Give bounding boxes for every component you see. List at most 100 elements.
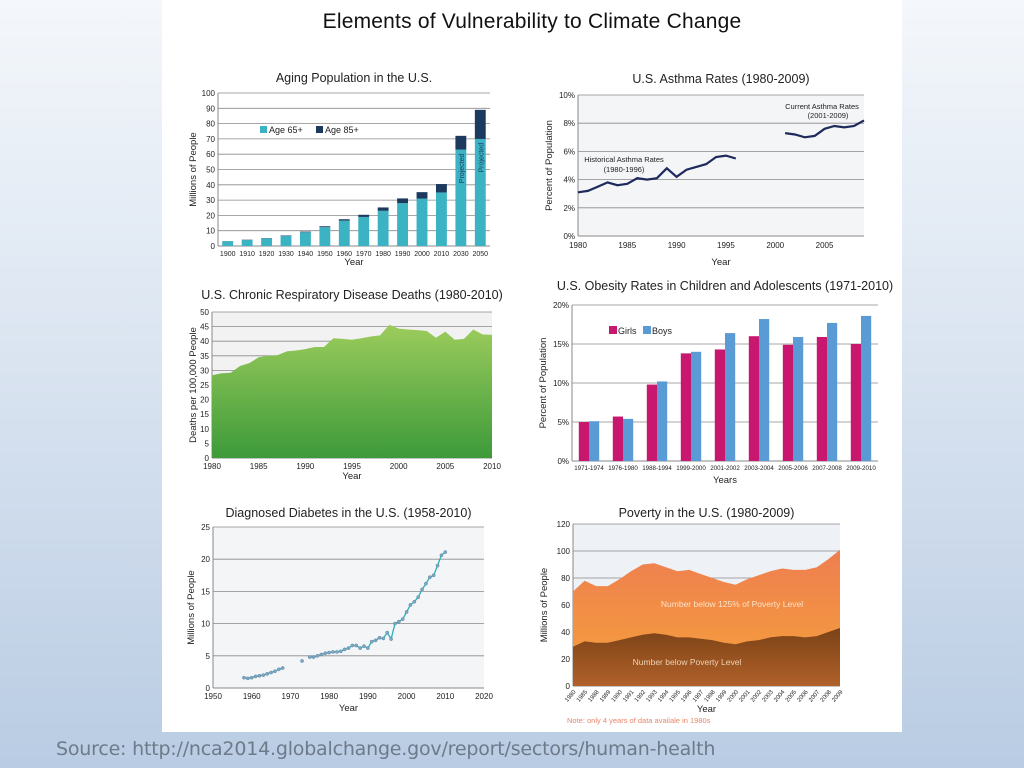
legend-label: Age 65+ [269, 125, 303, 135]
x-tick-label: 1970 [356, 251, 372, 258]
data-point [377, 635, 382, 640]
data-point [389, 637, 393, 641]
y-tick-label: 0 [566, 682, 571, 691]
x-tick-label: 1995 [669, 689, 683, 704]
x-tick-label: 1980 [203, 462, 221, 471]
plot-background [213, 527, 484, 688]
bar-age-65 [319, 227, 331, 246]
y-tick-label: 60 [206, 150, 215, 159]
y-tick-label: 4% [563, 176, 575, 185]
bar-boys [759, 319, 770, 461]
x-tick-label: 2009-2010 [846, 465, 876, 472]
x-tick-label: 1930 [278, 251, 294, 258]
y-tick-label: 10 [206, 227, 215, 236]
data-point [273, 669, 277, 674]
x-tick-label: 1999-2000 [676, 465, 706, 472]
x-tick-label: 2050 [472, 251, 488, 258]
area-label-125: Number below 125% of Poverty Level [661, 599, 803, 609]
x-tick-label: 1998 [704, 689, 718, 704]
bar-age-85 [455, 135, 467, 150]
x-tick-label: 2007-2008 [812, 465, 842, 472]
bar-boys [793, 336, 804, 461]
data-point [327, 650, 331, 655]
y-tick-label: 20 [200, 396, 209, 405]
legend-swatch [260, 126, 267, 133]
data-point [319, 652, 324, 657]
x-tick-label: 2008 [820, 689, 834, 704]
x-tick-label: 1960 [336, 251, 352, 258]
x-tick-label: 2004 [773, 689, 787, 704]
bar-girls [578, 422, 589, 461]
x-axis-label: Year [711, 257, 730, 268]
x-axis-label: Year [344, 257, 363, 268]
y-tick-label: 120 [557, 520, 571, 529]
x-tick-label: 1985 [250, 462, 268, 471]
bar-age-65 [222, 241, 234, 246]
x-tick-label: 1960 [243, 692, 261, 701]
x-tick-label: 2006 [797, 689, 811, 704]
legend-label: Boys [652, 326, 673, 336]
y-tick-label: 20 [561, 655, 570, 664]
bar-age-65 [397, 203, 409, 246]
y-tick-label: 15 [200, 410, 209, 419]
x-axis-label: Year [342, 471, 361, 482]
y-tick-label: 0% [563, 232, 575, 241]
x-tick-label: 1980 [375, 251, 391, 258]
below-poverty-area [573, 628, 840, 686]
x-tick-label: 1976-1980 [608, 465, 638, 472]
y-tick-label: 6% [563, 147, 575, 156]
aging-population-chart: Aging Population in the U.S. 0 10 20 30 40 50 6… [182, 68, 502, 273]
y-tick-label: 10% [553, 379, 569, 388]
data-point [354, 643, 359, 648]
data-point [369, 639, 374, 644]
chart-title: U.S. Obesity Rates in Children and Adole… [557, 279, 893, 293]
x-tick-label: 2007 [808, 689, 822, 704]
bar-boys [725, 333, 736, 461]
y-tick-label: 0 [205, 454, 210, 463]
bar-age-65 [435, 192, 447, 246]
x-tick-label: 2000 [414, 251, 430, 258]
data-point [350, 643, 355, 648]
bar-age-85 [319, 226, 331, 228]
x-tick-label: 1992 [634, 689, 648, 704]
data-point [396, 619, 401, 624]
y-tick-label: 10 [200, 425, 209, 434]
projected-annotation: Projected [478, 143, 485, 173]
y-tick-label: 15 [201, 587, 210, 596]
x-tick-label: 1985 [618, 241, 636, 250]
x-tick-label: 2005-2006 [778, 465, 808, 472]
data-point [307, 655, 312, 659]
x-tick-label: 1991 [622, 689, 636, 704]
data-point [331, 650, 335, 654]
data-point [249, 675, 254, 680]
x-tick-label: 1990 [611, 689, 625, 704]
x-tick-label: 2000 [727, 689, 741, 704]
data-point [276, 667, 281, 672]
main-title: Elements of Vulnerability to Climate Cha… [322, 10, 742, 33]
y-tick-label: 25 [200, 381, 209, 390]
annotation-historical-range: (1980-1996) [604, 165, 645, 174]
y-tick-label: 20 [201, 555, 210, 564]
y-tick-label: 5% [557, 418, 569, 427]
data-point [300, 659, 304, 663]
bar-age-85 [416, 192, 428, 199]
bar-age-85 [358, 214, 370, 217]
bar-boys [861, 315, 872, 461]
legend-swatch [643, 326, 651, 334]
data-point [346, 646, 351, 650]
legend-label: Age 85+ [325, 125, 359, 135]
x-tick-label: 2002 [750, 689, 764, 704]
data-point [393, 621, 397, 626]
x-tick-label: 1994 [657, 689, 671, 704]
x-tick-label: 1993 [646, 689, 660, 704]
data-point [335, 650, 339, 654]
figure-panel: Elements of Vulnerability to Climate Cha… [162, 0, 902, 732]
y-tick-label: 40 [206, 181, 215, 190]
bar-girls [714, 349, 725, 461]
area-label-poverty: Number below Poverty Level [633, 657, 742, 667]
data-point [242, 675, 246, 680]
bar-age-65 [299, 232, 311, 246]
data-point [443, 550, 448, 554]
projected-annotation: Projected [459, 154, 466, 184]
y-tick-label: 40 [561, 628, 570, 637]
